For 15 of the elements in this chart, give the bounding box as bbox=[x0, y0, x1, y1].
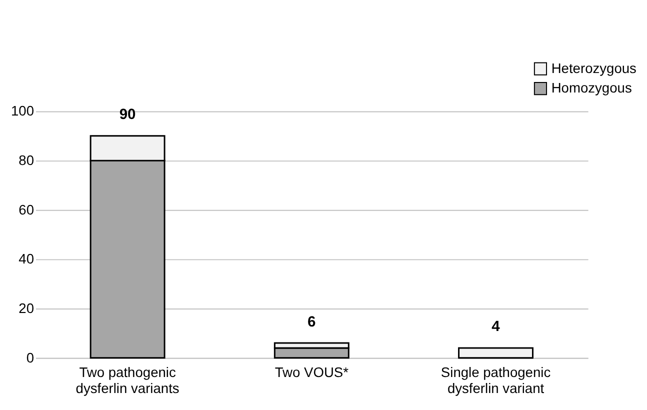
bar bbox=[458, 347, 534, 359]
y-tick-label: 0 bbox=[26, 350, 34, 366]
legend-label: Homozygous bbox=[551, 80, 632, 96]
y-tick-label: 80 bbox=[18, 153, 34, 168]
y-tick-label: 40 bbox=[18, 252, 34, 267]
total-label: 90 bbox=[119, 107, 136, 124]
legend-label: Heterozygous bbox=[551, 60, 637, 76]
x-tick-label: Two VOUS* bbox=[274, 365, 350, 380]
y-tick-label: 100 bbox=[10, 104, 34, 119]
total-label: 4 bbox=[492, 319, 501, 336]
total-label: 6 bbox=[308, 314, 316, 330]
x-tick-label: Two pathogenic dysferlin variants bbox=[76, 365, 180, 396]
y-tick-label: 20 bbox=[18, 300, 34, 316]
x-tick-label: Single pathogenic dysferlin variant bbox=[440, 365, 551, 396]
y-tick-label: 60 bbox=[18, 202, 34, 218]
